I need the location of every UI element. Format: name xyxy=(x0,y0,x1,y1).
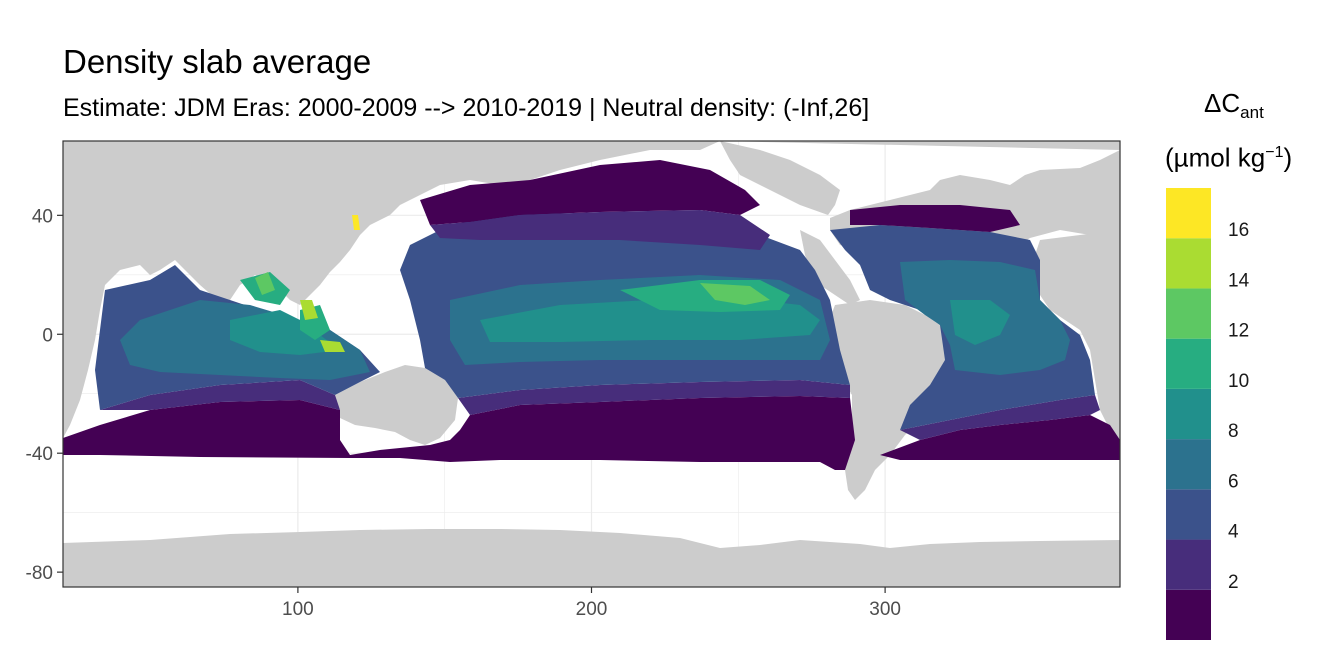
map-layer xyxy=(63,141,1120,587)
legend-bin xyxy=(1166,238,1211,289)
chart-title: Density slab average xyxy=(63,43,372,80)
legend-tick-label: 16 xyxy=(1228,220,1249,241)
legend-title-symbol: ΔC xyxy=(1204,88,1241,118)
y-tick-label: -40 xyxy=(26,444,53,465)
legend-bin xyxy=(1166,439,1211,490)
x-tick-label: 300 xyxy=(869,599,901,620)
legend-tick-label: 10 xyxy=(1228,371,1249,392)
y-axis: 40 0 -40 -80 xyxy=(26,206,63,584)
legend-bin xyxy=(1166,539,1211,590)
legend-bin xyxy=(1166,188,1211,239)
legend-bin xyxy=(1166,288,1211,339)
chart-subtitle: Estimate: JDM Eras: 2000-2009 --> 2010-2… xyxy=(63,94,870,122)
land-africa-europe-east xyxy=(1035,230,1120,440)
x-tick-label: 200 xyxy=(576,599,608,620)
x-tick-label: 100 xyxy=(282,599,314,620)
legend-tick-label: 8 xyxy=(1228,421,1239,442)
legend-title-subscript: ant xyxy=(1240,103,1264,123)
land-south-america xyxy=(825,300,955,500)
legend-bin xyxy=(1166,338,1211,389)
legend-tick-label: 4 xyxy=(1228,522,1239,543)
legend-unit-close: ) xyxy=(1283,142,1293,173)
land-eurasia-africa xyxy=(63,141,720,438)
ocean-field xyxy=(63,160,1120,470)
y-tick-label: 0 xyxy=(42,325,53,346)
x-axis: 100 200 300 xyxy=(282,587,901,620)
legend-unit-open: (µmol kg xyxy=(1165,142,1266,173)
land-australia xyxy=(335,365,458,445)
legend-tick-label: 14 xyxy=(1228,270,1250,291)
legend-title-unit: (µmol kg−1) xyxy=(1165,138,1292,173)
legend-unit-superscript: −1 xyxy=(1265,144,1284,161)
legend-colorbar xyxy=(1166,188,1211,640)
land-central-america xyxy=(800,230,860,305)
legend-tick-label: 6 xyxy=(1228,471,1239,492)
legend-title-variable: ΔCant xyxy=(1204,88,1264,128)
legend-tick-label: 2 xyxy=(1228,572,1239,593)
legend-tick-label: 12 xyxy=(1228,321,1249,342)
y-tick-label: 40 xyxy=(32,206,53,227)
legend-bin xyxy=(1166,388,1211,440)
antarctica xyxy=(63,529,1120,587)
legend-ticks: 2 4 6 8 10 12 14 16 xyxy=(1228,220,1250,593)
legend-bin xyxy=(1166,589,1211,640)
y-tick-label: -80 xyxy=(26,563,53,584)
legend-bin xyxy=(1166,489,1211,540)
